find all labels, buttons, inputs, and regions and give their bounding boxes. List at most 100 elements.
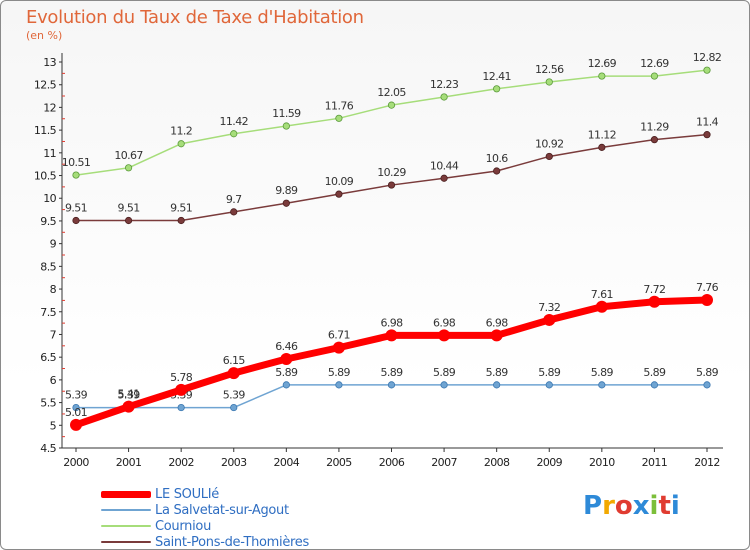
data-point (703, 381, 711, 389)
data-label: 6.98 (433, 316, 456, 329)
data-label: 10.09 (325, 175, 354, 188)
data-label: 5.89 (486, 366, 509, 379)
data-label: 12.41 (482, 70, 511, 83)
data-label: 9.7 (226, 193, 242, 206)
x-tick-label: 2007 (431, 456, 457, 469)
legend-swatch-courniou (101, 525, 151, 527)
y-tick-label: 10 (43, 192, 56, 205)
x-tick-label: 2002 (168, 456, 194, 469)
data-label: 12.82 (693, 51, 722, 64)
y-tick-label: 8.5 (40, 260, 56, 273)
data-point (175, 383, 188, 396)
legend-label-courniou: Courniou (155, 518, 212, 534)
y-tick-label: 12 (43, 101, 56, 114)
legend-item-courniou: Courniou (101, 518, 309, 534)
data-label: 9.51 (170, 201, 192, 214)
data-point (387, 381, 396, 389)
y-tick-label: 12.5 (34, 79, 57, 92)
data-label: 9.51 (65, 201, 87, 214)
data-point (493, 381, 501, 389)
data-point (177, 403, 185, 412)
data-label: 5.41 (118, 388, 140, 401)
y-tick-label: 6 (50, 374, 57, 387)
data-label: 5.89 (275, 366, 298, 379)
data-point (701, 293, 713, 306)
data-point (72, 216, 80, 225)
logo-letter: r (602, 491, 615, 521)
data-label: 10.6 (486, 152, 509, 165)
legend: LE SOULIé La Salvetat-sur-Agout Courniou… (101, 486, 309, 550)
legend-item-le-soulie: LE SOULIé (101, 486, 309, 502)
x-tick-label: 2008 (484, 456, 510, 469)
data-label: 7.72 (643, 283, 665, 296)
data-label: 5.39 (118, 389, 141, 402)
data-point (598, 143, 606, 151)
data-point (122, 400, 135, 413)
logo-letter: P (583, 491, 603, 521)
data-point (282, 381, 290, 389)
logo-letter: o (614, 491, 633, 521)
data-label: 11.2 (170, 125, 192, 138)
data-point (230, 130, 238, 138)
data-label: 11.29 (640, 121, 669, 134)
legend-swatch-le-soulie (101, 490, 151, 498)
data-point (598, 72, 606, 80)
data-label: 10.51 (62, 156, 91, 169)
x-tick-label: 2005 (326, 456, 352, 469)
data-point (387, 101, 396, 109)
x-tick-label: 2006 (379, 456, 405, 469)
data-label: 11.4 (696, 116, 719, 129)
data-point (545, 381, 553, 389)
data-point (282, 122, 290, 130)
y-tick-label: 13 (43, 56, 56, 69)
y-tick-label: 5 (50, 419, 57, 432)
x-tick-label: 2004 (274, 456, 300, 469)
data-point (543, 313, 556, 326)
y-tick-label: 11.5 (34, 124, 57, 137)
y-tick-label: 9.5 (40, 215, 56, 228)
data-point (545, 152, 553, 161)
data-point (177, 140, 185, 148)
data-point (335, 190, 343, 198)
y-tick-label: 11 (43, 147, 56, 160)
chart-title: Evolution du Taux de Taxe d'Habitation (26, 7, 364, 28)
data-point (598, 381, 606, 389)
data-point (227, 367, 240, 380)
data-label: 11.76 (325, 99, 354, 112)
data-point (545, 78, 553, 86)
y-tick-label: 7 (50, 328, 57, 341)
data-point (282, 199, 290, 207)
data-point (177, 216, 185, 225)
data-point (335, 381, 343, 389)
data-label: 6.15 (223, 354, 246, 367)
data-label: 5.01 (65, 406, 87, 419)
legend-label-le-soulie: LE SOULIé (155, 486, 219, 502)
data-point (648, 295, 661, 308)
data-label: 5.89 (696, 366, 719, 379)
data-point (385, 329, 398, 342)
data-label: 12.69 (640, 57, 669, 70)
data-point (703, 131, 711, 139)
data-label: 11.59 (272, 107, 301, 120)
x-tick-label: 2003 (221, 456, 247, 469)
data-label: 5.89 (380, 366, 403, 379)
legend-swatch-la-salvetat (101, 509, 151, 511)
y-tick-label: 10.5 (34, 170, 57, 183)
x-tick-label: 2009 (536, 456, 562, 469)
data-label: 9.89 (275, 184, 298, 197)
data-label: 6.98 (380, 316, 403, 329)
legend-label-la-salvetat: La Salvetat-sur-Agout (155, 502, 289, 518)
data-point (387, 181, 396, 189)
data-point (230, 208, 238, 216)
data-label: 9.51 (118, 201, 140, 214)
data-point (440, 174, 448, 182)
data-label: 12.69 (588, 57, 617, 70)
data-point (124, 216, 133, 225)
data-label: 10.67 (114, 149, 143, 162)
data-label: 5.78 (170, 371, 193, 384)
x-tick-label: 2000 (63, 456, 89, 469)
data-label: 12.23 (430, 78, 459, 91)
legend-label-saint-pons: Saint-Pons-de-Thomières (155, 534, 309, 550)
